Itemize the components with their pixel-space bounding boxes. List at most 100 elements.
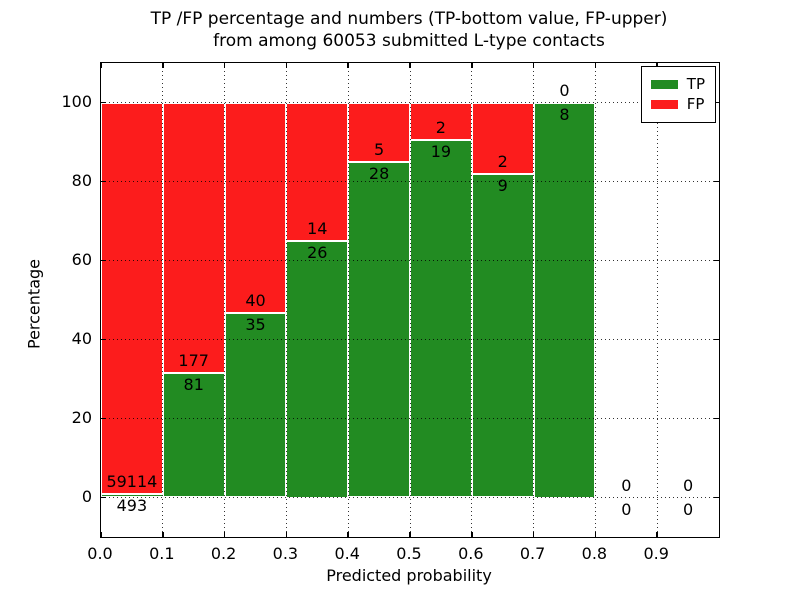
tp-count-label: 26	[307, 242, 328, 262]
tp-count-label: 0	[621, 499, 632, 519]
y-tick-mark	[714, 101, 719, 104]
x-tick-mark	[656, 63, 658, 68]
y-axis-label: Percentage	[24, 258, 44, 350]
tp-count-label: 8	[559, 104, 570, 124]
fp-count-label: 5	[374, 140, 385, 160]
x-tick-label: 0.1	[149, 544, 175, 563]
y-tick-mark	[101, 417, 106, 420]
tp-bar-segment	[533, 102, 596, 498]
x-tick-mark	[471, 532, 473, 537]
x-tick-mark	[532, 532, 535, 537]
fp-bar-segment	[286, 102, 349, 241]
fp-count-label: 2	[497, 152, 508, 172]
x-tick-mark	[285, 532, 288, 537]
x-tick-label: 0.9	[643, 544, 669, 563]
x-tick-label: 0.7	[519, 544, 546, 563]
fp-bar-segment	[162, 102, 225, 374]
legend-label: TP	[686, 75, 705, 93]
x-tick-mark	[162, 532, 164, 537]
x-tick-mark	[223, 63, 226, 68]
y-tick-mark	[101, 338, 106, 341]
fp-count-label: 40	[245, 291, 266, 311]
x-tick-mark	[347, 532, 349, 537]
x-tick-mark	[223, 532, 226, 537]
x-tick-label: 0.4	[334, 544, 360, 563]
y-tick-label: 100	[61, 91, 92, 111]
tp-count-label: 35	[245, 315, 266, 335]
fp-count-label: 0	[621, 475, 632, 495]
x-gridline	[533, 63, 535, 537]
chart-title-line1: TP /FP percentage and numbers (TP-bottom…	[150, 9, 668, 29]
x-tick-mark	[471, 63, 473, 68]
y-tick-mark	[714, 338, 719, 341]
y-tick-mark	[714, 259, 719, 262]
x-axis-label: Predicted probability	[326, 566, 492, 585]
x-gridline	[224, 63, 226, 537]
fp-count-label: 14	[307, 218, 328, 238]
x-gridline	[471, 63, 473, 537]
tp-count-label: 493	[116, 496, 148, 516]
y-tick-label: 40	[71, 328, 92, 348]
x-tick-mark	[100, 63, 102, 68]
y-tick-label: 80	[71, 170, 92, 190]
x-gridline	[162, 63, 164, 537]
x-gridline	[347, 63, 349, 537]
y-tick-mark	[101, 259, 106, 262]
x-gridline	[409, 63, 411, 537]
x-tick-mark	[409, 63, 411, 68]
y-tick-mark	[714, 417, 719, 420]
y-tick-label: 0	[81, 486, 92, 506]
chart-title: TP /FP percentage and numbers (TP-bottom…	[100, 8, 718, 52]
tp-count-label: 19	[430, 142, 452, 162]
fp-count-label: 59114	[106, 472, 158, 492]
fp-legend-swatch	[650, 100, 678, 109]
x-tick-label: 0.5	[396, 544, 422, 563]
tp-count-label: 0	[683, 499, 694, 519]
x-tick-label: 0.8	[581, 544, 608, 563]
fp-count-label: 2	[435, 118, 446, 138]
tp-legend-swatch	[650, 80, 678, 89]
plot-area: TP FP 59114 493 177 81 40 35 14 26 5 28 2 19 2 9 0 8 0 0 0 0	[100, 62, 720, 538]
fp-count-label: 0	[683, 475, 694, 495]
y-tick-label: 20	[71, 407, 92, 427]
y-tick-mark	[714, 180, 719, 183]
x-tick-mark	[656, 532, 658, 537]
x-tick-mark	[409, 532, 411, 537]
tp-bar-segment	[410, 140, 472, 498]
fp-bar-segment	[224, 102, 287, 314]
x-tick-mark	[285, 63, 288, 68]
tp-bar-segment	[162, 373, 225, 498]
x-tick-mark	[162, 63, 164, 68]
fp-bar-segment	[101, 102, 163, 495]
x-tick-mark	[594, 532, 597, 537]
tp-bar-segment	[286, 240, 349, 498]
y-tick-mark	[101, 496, 106, 499]
y-tick-mark	[714, 496, 719, 499]
y-tick-mark	[101, 180, 106, 183]
x-tick-mark	[347, 63, 349, 68]
x-tick-label: 0.0	[87, 544, 113, 563]
tp-count-label: 28	[368, 164, 390, 184]
legend-label: FP	[686, 95, 705, 113]
x-gridline	[285, 63, 287, 537]
x-gridline	[656, 63, 658, 537]
x-tick-label: 0.6	[458, 544, 484, 563]
tp-bar-segment	[224, 313, 287, 498]
tp-bar-segment	[471, 174, 534, 498]
tp-count-label: 9	[497, 176, 508, 196]
x-gridline	[594, 63, 596, 537]
legend-item-fp: FP	[650, 95, 705, 113]
legend: TP FP	[640, 66, 716, 123]
y-tick-mark	[101, 101, 106, 104]
tp-bar-segment	[348, 162, 410, 498]
chart-title-line2: from among 60053 submitted L-type contac…	[213, 31, 605, 51]
x-tick-mark	[532, 63, 535, 68]
legend-item-tp: TP	[650, 75, 705, 93]
fp-count-label: 0	[559, 80, 570, 100]
fp-count-label: 177	[178, 351, 209, 371]
x-tick-label: 0.2	[210, 544, 237, 563]
x-tick-mark	[100, 532, 102, 537]
x-tick-label: 0.3	[272, 544, 299, 563]
y-tick-label: 60	[71, 249, 92, 269]
